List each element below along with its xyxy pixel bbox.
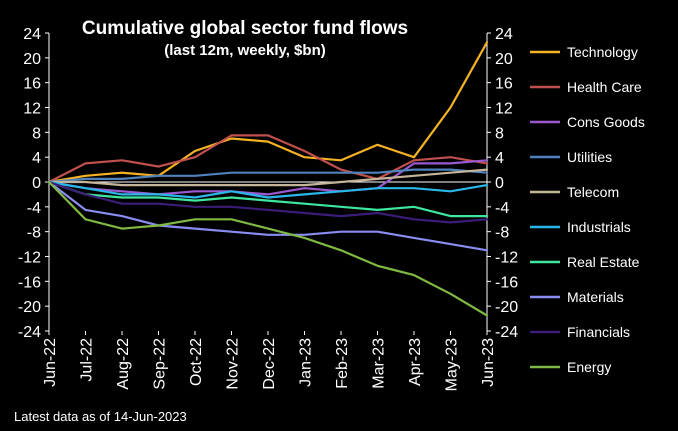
y-tick-label-left: 0 [32,175,41,192]
legend-label: Technology [567,44,638,60]
x-tick-label: Feb-23 [334,338,351,389]
x-tick-label: Oct-22 [188,338,205,386]
series-line-cons-goods [47,159,489,196]
series-line-energy [47,180,489,317]
y-tick-label-right: -4 [495,200,509,217]
series-group [47,41,489,317]
legend-label: Real Estate [567,254,640,270]
y-tick-label-left: 12 [23,101,41,118]
y-tick-label-right: 12 [495,101,513,118]
x-tick-label: Jul-22 [79,338,96,382]
x-tick-label: Nov-22 [225,338,242,390]
y-tick-label-right: 24 [495,26,513,43]
x-tick-label: May-23 [444,338,461,391]
x-tick-label: Apr-23 [407,338,424,386]
legend-label: Industrials [567,219,631,235]
x-axis: Jun-22 Jul-22 Aug-22 Sep-22 Oct-22 Nov-22 Dec-… [42,181,497,391]
y-tick-label-left: -8 [27,225,41,242]
y-tick-label-right: -8 [495,225,509,242]
y-tick-label-right: -20 [495,299,518,316]
series-line-industrials [47,180,489,199]
y-axis-left: 24 20 16 12 8 4 0 -4 -8 -12 -16 -20 -24 [18,26,50,341]
legend-label: Materials [567,289,624,305]
legend-label: Telecom [567,184,619,200]
y-tick-label-left: 4 [32,150,41,167]
series-line-health-care [47,134,489,184]
x-tick-label: Jun-22 [42,338,59,387]
y-tick-label-left: 16 [23,76,41,93]
y-tick-label-right: 20 [495,51,513,68]
x-tick-label: Sep-22 [152,338,169,390]
x-tick-label: Dec-22 [261,338,278,390]
series-line-materials [47,180,489,252]
x-tick-label: Aug-22 [115,338,132,390]
legend: Technology Health Care Cons Goods Utilities… [530,44,645,375]
y-tick-label-left: -12 [18,250,41,267]
y-tick-label-right: 0 [495,175,504,192]
chart-title: Cumulative global sector fund flows [82,18,408,39]
y-tick-label-right: -24 [495,324,518,341]
y-tick-label-left: -20 [18,299,41,316]
series-line-telecom [47,168,489,187]
y-tick-label-right: 16 [495,76,513,93]
legend-label: Energy [567,359,611,375]
x-tick-label: Mar-23 [371,338,388,389]
y-tick-label-left: -24 [18,324,41,341]
series-line-real-estate [47,180,489,218]
legend-label: Financials [567,324,630,340]
y-tick-label-left: -16 [18,274,41,291]
y-tick-label-right: 4 [495,150,504,167]
legend-label: Utilities [567,149,612,165]
y-tick-label-left: -4 [27,200,41,217]
y-tick-label-left: 24 [23,26,41,43]
y-tick-label-left: 20 [23,51,41,68]
y-tick-label-left: 8 [32,125,41,142]
x-tick-label: Jan-23 [298,338,315,387]
chart-subtitle: (last 12m, weekly, $bn) [164,42,325,59]
y-axis-right: 24 20 16 12 8 4 0 -4 -8 -12 -16 -20 -24 [486,26,518,341]
y-tick-label-right: -16 [495,274,518,291]
y-tick-label-right: -12 [495,250,518,267]
series-line-utilities [47,168,489,184]
y-tick-label-right: 8 [495,125,504,142]
series-line-technology [47,41,489,184]
series-line-financials [47,180,489,224]
legend-label: Cons Goods [567,114,645,130]
x-tick-label: Jun-23 [480,338,497,387]
legend-label: Health Care [567,79,642,95]
footnote: Latest data as of 14-Jun-2023 [14,409,187,424]
